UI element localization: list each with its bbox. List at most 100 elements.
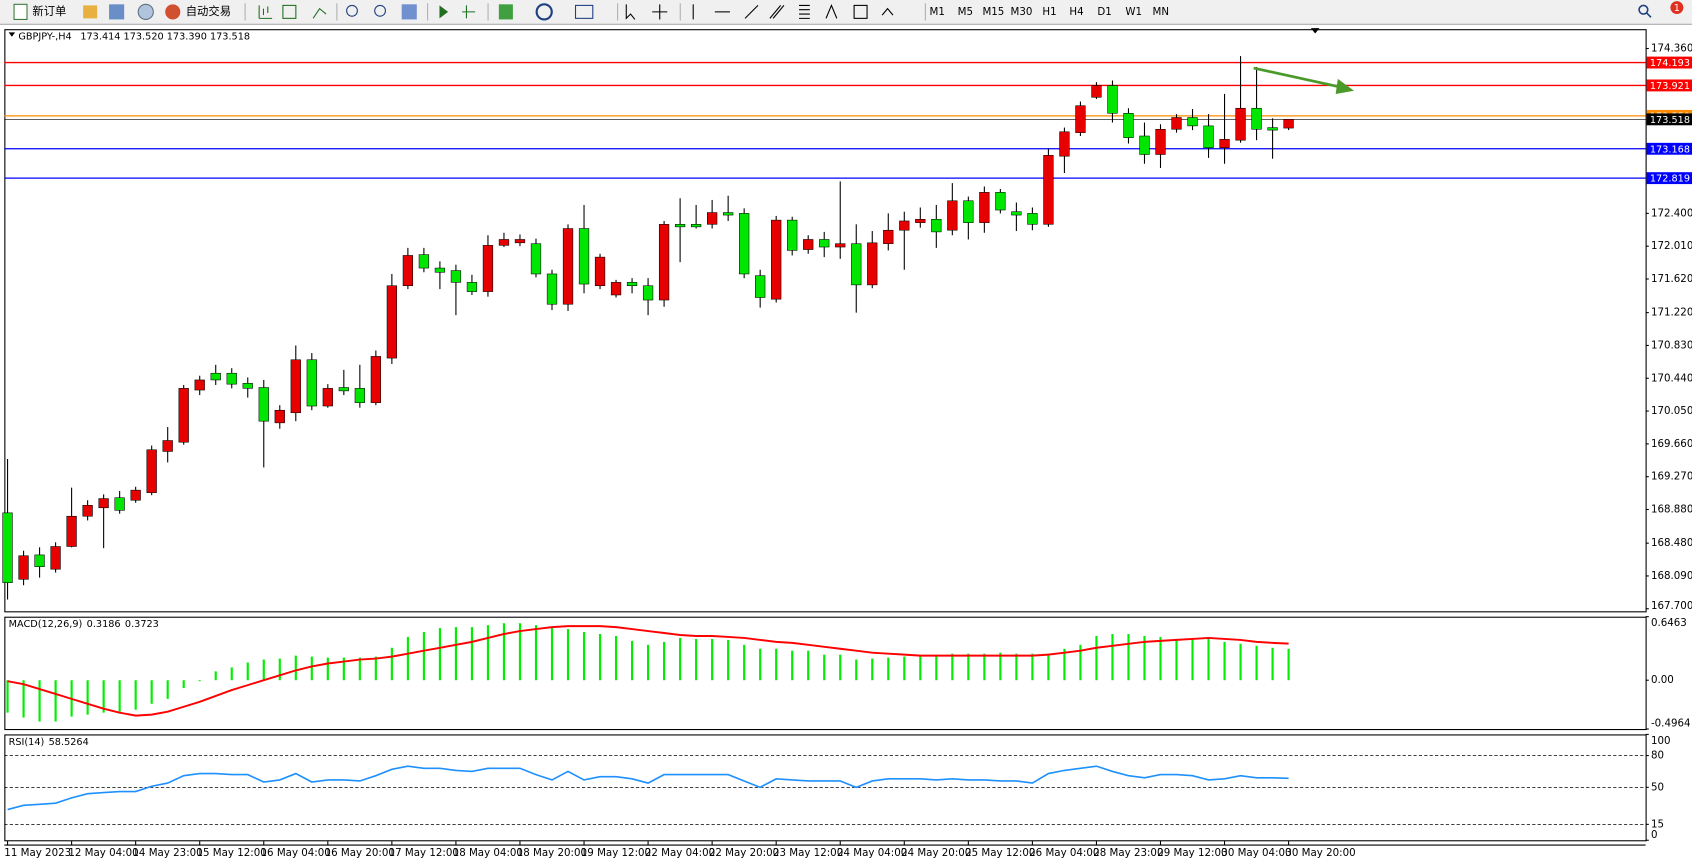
y-tick-label: 100	[1651, 735, 1671, 747]
icon[interactable]	[258, 5, 273, 19]
candle-body	[514, 239, 526, 244]
notification-badge	[1670, 1, 1684, 15]
candle-body	[322, 388, 333, 407]
candle-body	[1091, 85, 1102, 98]
new-order-button[interactable]: 新订单	[13, 3, 66, 20]
trendline-tool[interactable]	[744, 5, 759, 19]
icon[interactable]	[109, 4, 125, 20]
timeframe-button[interactable]: M1	[930, 6, 945, 18]
candle-body	[1123, 113, 1134, 138]
candle-body	[1107, 85, 1118, 114]
candle-body	[899, 220, 910, 231]
icon[interactable]	[439, 5, 449, 19]
panel-label: MACD(12,26,9) 0.3186 0.3723	[9, 619, 159, 630]
price-level-label: 174.193	[1650, 58, 1690, 69]
y-tick-label: 170.440	[1651, 372, 1692, 384]
candle-body	[819, 239, 830, 248]
arrow-tool[interactable]	[881, 7, 894, 16]
ohlc-values: 173.414 173.520 173.390 173.518	[80, 32, 250, 43]
periods[interactable]	[535, 3, 553, 21]
icon[interactable]	[401, 4, 417, 20]
chart-menu-triangle[interactable]	[8, 32, 16, 37]
search-icon-handle	[1646, 12, 1652, 18]
templates[interactable]	[574, 4, 594, 19]
candle-body	[1235, 107, 1246, 141]
candle-body	[258, 387, 269, 422]
timeframe-button[interactable]: M5	[958, 6, 973, 18]
panel-frame	[4, 734, 1647, 842]
y-tick-label: 0.00	[1651, 674, 1674, 686]
candle-body	[130, 489, 141, 501]
label-tool[interactable]	[853, 4, 868, 19]
timeframe-bar: M1 M5 M15 M30 H1 H4 D1 W1 MN	[930, 6, 1169, 18]
shift-marker[interactable]	[1310, 28, 1320, 34]
icon[interactable]	[462, 5, 476, 19]
search-icon[interactable]	[1638, 4, 1649, 15]
timeframe-button[interactable]: H1	[1042, 6, 1056, 18]
price-level-label: 173.168	[1650, 144, 1690, 155]
candle-body	[867, 242, 878, 286]
price-level-tag	[1646, 113, 1692, 126]
icon[interactable]	[282, 4, 297, 19]
y-tick-label: 50	[1651, 781, 1664, 793]
timeframe-button[interactable]: M15	[982, 6, 1004, 18]
macd-value: 0.3186	[87, 619, 121, 630]
candle-body	[82, 505, 93, 517]
candle-body	[50, 546, 61, 570]
time-axis-label: 24 May 20:00	[901, 847, 971, 859]
timeframe-button[interactable]: MN	[1152, 6, 1169, 18]
candle-body	[723, 212, 734, 216]
panel-label: RSI(14) 58.5264	[9, 737, 89, 748]
candle-body	[1011, 211, 1022, 216]
y-tick-label: -0.4964	[1651, 718, 1691, 730]
candle-body	[386, 285, 397, 359]
price-level-tag	[1646, 79, 1692, 92]
candle-body	[18, 555, 29, 580]
candle-body	[450, 270, 462, 283]
candle-body	[803, 239, 814, 250]
notifications[interactable]: 1	[1670, 1, 1684, 15]
candle-body	[226, 372, 237, 385]
candle-body	[338, 387, 349, 392]
timeframe-button[interactable]: D1	[1097, 6, 1111, 18]
cursor-tool[interactable]	[625, 4, 636, 20]
toolbar-background	[0, 0, 1692, 24]
timeframe-button[interactable]: W1	[1125, 6, 1142, 18]
candle-body	[466, 282, 478, 292]
zoom-in[interactable]	[346, 4, 358, 17]
time-axis-label: 16 May 04:00	[261, 847, 331, 859]
indicator-title: RSI(14)	[9, 737, 45, 748]
crosshair-tool[interactable]	[652, 4, 668, 20]
candle-body	[1059, 131, 1070, 157]
icon[interactable]	[137, 3, 154, 20]
candle-body	[979, 192, 990, 223]
candle-body	[931, 219, 942, 233]
auto-trading-button[interactable]: 自动交易	[165, 4, 231, 20]
candle-body	[530, 243, 542, 275]
candle-body	[1155, 128, 1166, 155]
icon[interactable]	[312, 7, 327, 19]
candle-body	[851, 243, 862, 286]
candle-body	[178, 388, 189, 443]
timeframe-button[interactable]: H4	[1069, 6, 1083, 18]
candle-body	[1267, 127, 1278, 131]
zoom-out[interactable]	[374, 4, 387, 17]
timeframe-button[interactable]: M30	[1011, 6, 1033, 18]
icon[interactable]	[83, 5, 98, 19]
fibo-tool[interactable]	[799, 4, 810, 19]
candle-body	[370, 356, 381, 403]
text-tool[interactable]	[825, 3, 838, 19]
candle-body	[2, 512, 13, 583]
candle-body	[546, 273, 558, 305]
channel-tool[interactable]	[769, 5, 785, 19]
y-tick-label: 0.6463	[1651, 617, 1687, 629]
candle-body	[787, 219, 798, 251]
price-level-tag	[1646, 172, 1692, 185]
time-axis-label: 26 May 04:00	[1029, 847, 1099, 859]
candle-body	[562, 228, 574, 305]
time-axis-label: 14 May 23:00	[132, 847, 202, 859]
y-tick-label: 170.830	[1651, 339, 1692, 351]
candle-body	[755, 275, 766, 298]
indicators[interactable]	[498, 4, 513, 20]
